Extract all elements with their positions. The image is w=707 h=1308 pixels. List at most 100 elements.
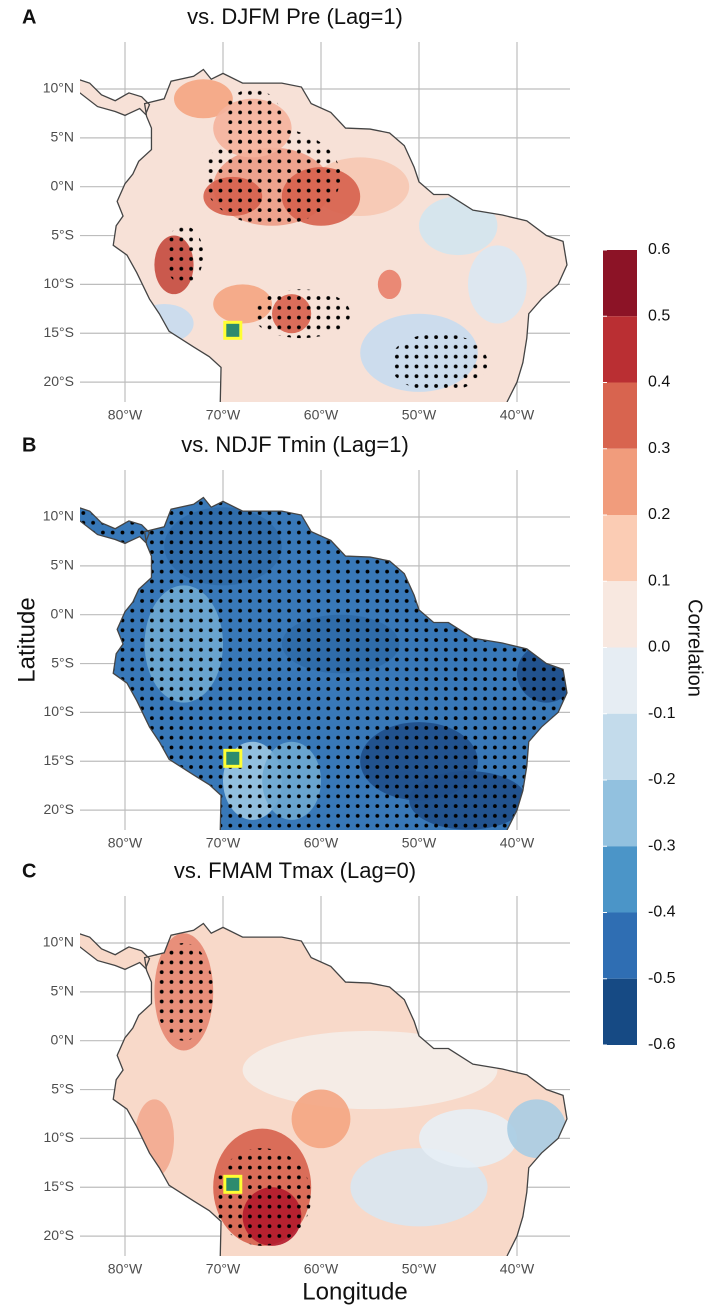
- field-blob: [350, 1148, 488, 1227]
- map: [80, 68, 568, 402]
- colorbar-label: 0.0: [648, 639, 670, 656]
- x-tick-label: 80°W: [108, 835, 143, 851]
- significance-dots: [223, 89, 282, 148]
- y-tick-label: 5°N: [51, 557, 75, 573]
- colorbar-bin: [603, 713, 637, 780]
- colorbar-bin: [603, 780, 637, 847]
- significance-dots: [203, 128, 341, 226]
- colorbar-bin: [603, 515, 637, 582]
- y-tick-label: 20°S: [43, 1227, 74, 1243]
- field-blob: [174, 79, 233, 119]
- y-tick-label: 5°N: [51, 983, 75, 999]
- colorbar-label: -0.4: [648, 904, 676, 921]
- y-tick-label: 0°N: [51, 1031, 75, 1047]
- coastline: [80, 933, 151, 971]
- panel-label: C: [22, 860, 36, 882]
- colorbar-bin: [603, 978, 637, 1045]
- field-blob: [419, 1109, 517, 1168]
- colorbar-label: -0.1: [648, 705, 676, 722]
- panel-title: vs. FMAM Tmax (Lag=0): [174, 858, 416, 883]
- y-tick-label: 10°N: [43, 508, 74, 524]
- site-marker: [223, 1174, 243, 1194]
- coastline: [112, 922, 568, 1256]
- colorbar-label: 0.1: [648, 572, 670, 589]
- colorbar-label: -0.5: [648, 970, 676, 987]
- x-tick-label: 80°W: [108, 407, 143, 423]
- y-tick-label: 5°N: [51, 129, 75, 145]
- colorbar-bin: [603, 846, 637, 913]
- colorbar-bin: [603, 912, 637, 979]
- land-field: [80, 69, 567, 402]
- colorbar-label: 0.2: [648, 506, 670, 523]
- colorbar-bin: [603, 448, 637, 515]
- y-tick-label: 20°S: [43, 373, 74, 389]
- y-tick-label: 10°S: [43, 275, 74, 291]
- panel-label: A: [22, 6, 36, 28]
- y-tick-label: 20°S: [43, 801, 74, 817]
- y-tick-label: 10°S: [43, 1129, 74, 1145]
- coastline: [80, 507, 151, 545]
- legend-title: Correlation: [684, 599, 706, 697]
- site-marker: [223, 320, 243, 340]
- colorbar-label: -0.2: [648, 771, 676, 788]
- x-tick-label: 50°W: [402, 407, 437, 423]
- land-field: [80, 923, 567, 1256]
- coastline: [80, 79, 151, 117]
- x-tick-label: 40°W: [500, 1261, 535, 1277]
- field-blob: [377, 269, 402, 300]
- x-tick-label: 70°W: [206, 1261, 241, 1277]
- x-tick-label: 50°W: [402, 835, 437, 851]
- significance-dots: [389, 333, 488, 392]
- y-tick-label: 15°S: [43, 324, 74, 340]
- y-axis-title: Latitude: [13, 597, 40, 682]
- y-tick-label: 0°N: [51, 177, 75, 193]
- y-tick-label: 10°S: [43, 703, 74, 719]
- coastline: [112, 68, 568, 402]
- significance-dots: [213, 1148, 312, 1246]
- x-tick-label: 40°W: [500, 835, 535, 851]
- y-tick-label: 5°S: [51, 226, 74, 242]
- colorbar-label: 0.5: [648, 307, 670, 324]
- x-tick-label: 70°W: [206, 835, 241, 851]
- colorbar-bin: [603, 250, 637, 317]
- colorbar-label: -0.3: [648, 837, 676, 854]
- y-tick-label: 5°S: [51, 654, 74, 670]
- y-tick-label: 5°S: [51, 1080, 74, 1096]
- field-blob: [291, 1089, 351, 1149]
- colorbar-bin: [603, 382, 637, 449]
- significance-dots: [154, 943, 214, 1041]
- colorbar-label: -0.6: [648, 1036, 676, 1053]
- map: [80, 922, 568, 1256]
- significance-dots: [164, 225, 204, 285]
- colorbar-bin: [603, 581, 637, 648]
- x-tick-label: 60°W: [304, 407, 339, 423]
- field-blob: [468, 245, 527, 324]
- field-blob: [507, 1099, 566, 1158]
- x-tick-label: 60°W: [304, 1261, 339, 1277]
- x-axis-title: Longitude: [302, 1278, 407, 1305]
- colorbar-label: 0.4: [648, 374, 670, 391]
- x-tick-label: 80°W: [108, 1261, 143, 1277]
- x-tick-label: 50°W: [402, 1261, 437, 1277]
- significance-dots: [252, 289, 351, 339]
- colorbar-label: 0.6: [648, 241, 670, 258]
- panel-label: B: [22, 434, 36, 456]
- y-tick-label: 0°N: [51, 605, 75, 621]
- field-blob: [419, 196, 498, 256]
- panel-title: vs. DJFM Pre (Lag=1): [187, 4, 403, 29]
- y-tick-label: 15°S: [43, 1178, 74, 1194]
- colorbar-label: 0.3: [648, 440, 670, 457]
- y-tick-label: 10°N: [43, 80, 74, 96]
- x-tick-label: 60°W: [304, 835, 339, 851]
- y-tick-label: 15°S: [43, 752, 74, 768]
- colorbar-bin: [603, 316, 637, 383]
- x-tick-label: 40°W: [500, 407, 535, 423]
- panel-title: vs. NDJF Tmin (Lag=1): [181, 432, 409, 457]
- y-tick-label: 10°N: [43, 934, 74, 950]
- x-tick-label: 70°W: [206, 407, 241, 423]
- site-marker: [223, 748, 243, 768]
- coastline: [112, 496, 568, 830]
- colorbar-bin: [603, 647, 637, 714]
